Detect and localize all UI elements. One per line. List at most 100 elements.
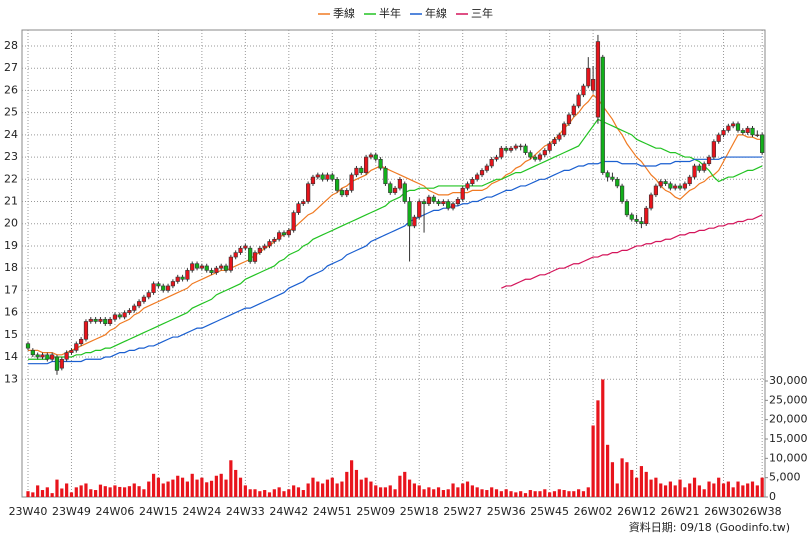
volume-bar (533, 491, 537, 497)
volume-bar (258, 491, 262, 497)
candle-body (586, 67, 591, 87)
candle-body (277, 232, 282, 240)
candle-body (74, 343, 79, 351)
candle-body (682, 183, 687, 189)
volume-bar (557, 489, 561, 497)
volume-bar (311, 477, 315, 497)
volume-bar (103, 486, 107, 497)
volume-bar (741, 485, 745, 497)
volume-bar (591, 425, 595, 497)
x-tick-label: 25W36 (487, 505, 526, 518)
candle-body (750, 127, 755, 136)
legend-label: 半年 (379, 6, 401, 20)
candle-body (141, 296, 147, 302)
candle-body (475, 174, 480, 180)
candle-body (663, 181, 668, 185)
volume-bar (606, 444, 610, 497)
x-tick-label: 24W33 (226, 505, 265, 518)
volume-bar (470, 485, 474, 497)
candle-body (600, 56, 605, 173)
candle-body (504, 147, 509, 151)
candle-body (252, 252, 258, 262)
volume-bar (263, 490, 267, 497)
volume-bar (712, 483, 716, 497)
volume-bar (350, 460, 354, 497)
volume-bar (625, 462, 629, 497)
candle-body (339, 190, 345, 196)
volume-bar (760, 477, 764, 497)
volume-bar (427, 487, 431, 497)
candle-body (392, 187, 398, 193)
candle-body (117, 314, 122, 318)
candle-body (161, 285, 166, 291)
volume-bar (229, 460, 233, 497)
candle-body (315, 174, 320, 178)
volume-bar (750, 481, 755, 497)
candle-body (716, 134, 721, 142)
volume-bar (55, 479, 59, 497)
candle-body (108, 318, 113, 325)
volume-bar (451, 483, 455, 497)
volume-bar (407, 479, 412, 497)
volume-bar (65, 483, 69, 497)
candle-body (296, 203, 301, 213)
legend-label: 三年 (471, 6, 493, 20)
volume-bar (494, 489, 499, 497)
volume-bar (383, 487, 388, 497)
candle-body (59, 358, 64, 369)
volume-bar (123, 487, 127, 497)
candle-body (436, 201, 441, 205)
candle-body (388, 183, 393, 193)
y-tick-label: 13 (4, 372, 18, 385)
candle-body (533, 156, 538, 160)
x-tick-label: 26W21 (661, 505, 700, 518)
volume-bar (214, 475, 218, 497)
volume-bar (683, 487, 687, 497)
volume-bar (118, 486, 122, 497)
volume-bar (543, 489, 547, 497)
candle-body (359, 167, 364, 173)
y-tick-label: 20 (4, 217, 18, 230)
volume-bar (354, 469, 359, 497)
candle-body (30, 350, 35, 356)
volume-bar (79, 485, 83, 497)
candle-body (50, 354, 55, 360)
volume-bar (94, 490, 98, 497)
candle-body (624, 201, 630, 216)
volume-bar (374, 485, 378, 497)
volume-bar (668, 481, 672, 497)
volume-bar (567, 491, 571, 497)
candle-body (417, 201, 422, 218)
volume-bar (40, 490, 45, 497)
volume-bar (702, 489, 706, 497)
volume-bar (649, 479, 653, 497)
y-tick-label: 18 (4, 261, 18, 274)
candle-body (402, 183, 407, 202)
volume-bar (577, 489, 581, 497)
candle-body (165, 285, 171, 291)
volume-bar (601, 379, 605, 497)
candle-body (619, 185, 625, 202)
x-tick-label: 25W18 (400, 505, 439, 518)
candle-body (735, 123, 741, 131)
candle-body (677, 185, 683, 189)
x-tick-label: 25W45 (530, 505, 569, 518)
volume-bar (581, 491, 586, 497)
candle-body (281, 232, 287, 236)
candle-body (151, 283, 156, 293)
volume-bar (31, 492, 35, 497)
candle-body (185, 270, 190, 280)
volume-bar (509, 491, 513, 497)
volume-bar (475, 487, 479, 497)
candle-body (98, 318, 103, 322)
volume-bar (630, 469, 634, 497)
candle-body (629, 214, 634, 220)
volume-bar (224, 479, 228, 497)
candle-body (214, 267, 219, 273)
volume-bar (441, 490, 445, 497)
y-tick-label: 27 (4, 61, 18, 74)
y-tick-label: 16 (4, 306, 18, 319)
candle-body (557, 134, 562, 140)
volume-bar (277, 487, 281, 497)
